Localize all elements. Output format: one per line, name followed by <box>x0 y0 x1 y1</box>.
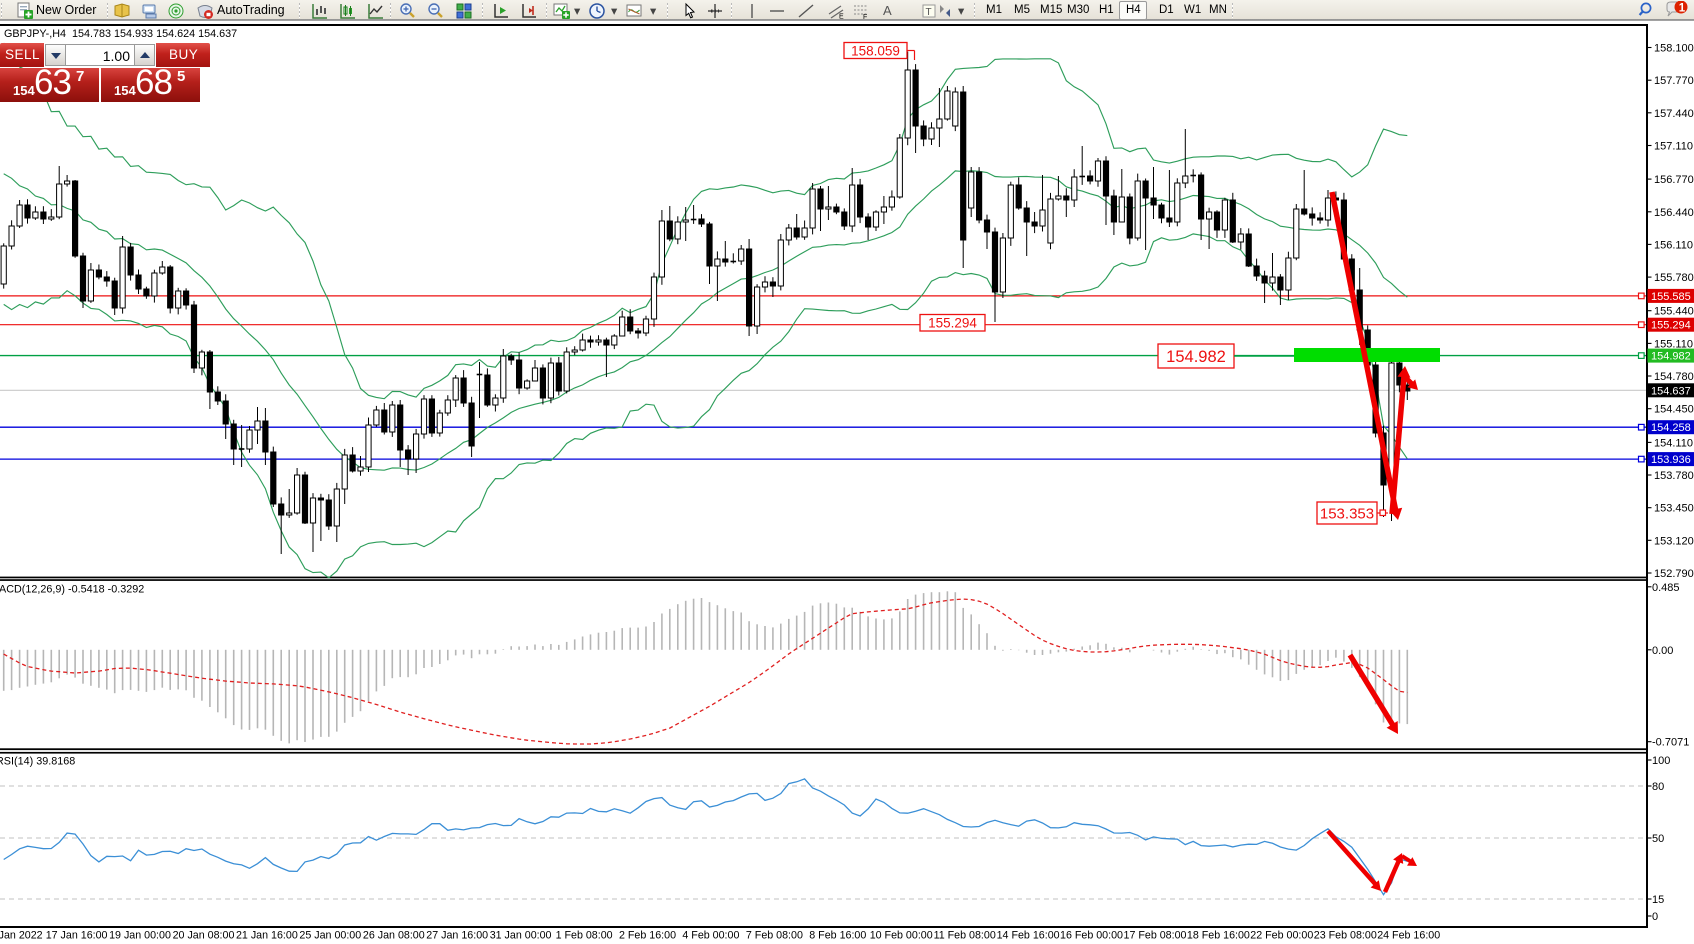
svg-text:2 Feb 16:00: 2 Feb 16:00 <box>619 930 676 942</box>
svg-text:25 Jan 00:00: 25 Jan 00:00 <box>299 930 361 942</box>
svg-text:156.110: 156.110 <box>1654 239 1693 251</box>
svg-text:154.982: 154.982 <box>1166 348 1226 366</box>
svg-text:14 Feb 16:00: 14 Feb 16:00 <box>997 930 1060 942</box>
svg-text:17 Feb 08:00: 17 Feb 08:00 <box>1124 930 1187 942</box>
svg-text:155.294: 155.294 <box>1651 320 1691 332</box>
svg-text:158.059: 158.059 <box>851 43 900 58</box>
svg-text:RSI(14) 39.8168: RSI(14) 39.8168 <box>0 756 75 768</box>
svg-text:18 Feb 16:00: 18 Feb 16:00 <box>1187 930 1250 942</box>
svg-text:154.258: 154.258 <box>1651 422 1691 434</box>
svg-text:153.353: 153.353 <box>1320 505 1374 522</box>
svg-text:10 Feb 00:00: 10 Feb 00:00 <box>870 930 933 942</box>
svg-text:MACD(12,26,9) -0.5418 -0.3292: MACD(12,26,9) -0.5418 -0.3292 <box>0 584 144 596</box>
svg-text:20 Jan 08:00: 20 Jan 08:00 <box>173 930 235 942</box>
svg-text:155.294: 155.294 <box>928 316 977 331</box>
svg-text:154.110: 154.110 <box>1654 437 1693 449</box>
svg-text:24 Feb 16:00: 24 Feb 16:00 <box>1377 930 1440 942</box>
svg-text:158.100: 158.100 <box>1654 43 1694 55</box>
svg-text:15: 15 <box>1652 894 1664 906</box>
svg-text:155.440: 155.440 <box>1654 306 1694 318</box>
svg-text:0.485: 0.485 <box>1652 582 1680 594</box>
svg-text:4 Feb 00:00: 4 Feb 00:00 <box>682 930 739 942</box>
svg-text:21 Jan 16:00: 21 Jan 16:00 <box>236 930 298 942</box>
svg-text:154.982: 154.982 <box>1651 351 1691 363</box>
svg-text:1 Feb 08:00: 1 Feb 08:00 <box>556 930 613 942</box>
svg-text:7 Feb 08:00: 7 Feb 08:00 <box>746 930 803 942</box>
svg-text:100: 100 <box>1652 755 1670 767</box>
svg-text:0.00: 0.00 <box>1652 645 1673 657</box>
svg-text:-0.7071: -0.7071 <box>1652 737 1689 749</box>
svg-text:22 Feb 00:00: 22 Feb 00:00 <box>1250 930 1313 942</box>
svg-text:11 Feb 08:00: 11 Feb 08:00 <box>934 930 996 942</box>
svg-text:157.770: 157.770 <box>1654 75 1694 87</box>
svg-text:F: F <box>863 14 867 20</box>
svg-text:26 Jan 08:00: 26 Jan 08:00 <box>363 930 425 942</box>
svg-text:154.637: 154.637 <box>1651 385 1691 397</box>
svg-text:153.780: 153.780 <box>1654 470 1694 482</box>
svg-text:E: E <box>839 14 844 21</box>
svg-text:157.110: 157.110 <box>1654 141 1693 153</box>
svg-text:156.770: 156.770 <box>1654 174 1694 186</box>
svg-text:23 Feb 08:00: 23 Feb 08:00 <box>1314 930 1377 942</box>
svg-text:153.120: 153.120 <box>1654 535 1694 547</box>
svg-text:80: 80 <box>1652 781 1664 793</box>
svg-text:153.450: 153.450 <box>1654 503 1694 515</box>
svg-text:154.780: 154.780 <box>1654 371 1694 383</box>
svg-text:27 Jan 16:00: 27 Jan 16:00 <box>426 930 488 942</box>
svg-text:155.780: 155.780 <box>1654 272 1694 284</box>
svg-text:157.440: 157.440 <box>1654 108 1694 120</box>
svg-text:T: T <box>926 7 932 18</box>
svg-text:154.450: 154.450 <box>1654 404 1694 416</box>
svg-text:17 Jan 16:00: 17 Jan 16:00 <box>46 930 108 942</box>
svg-text:0: 0 <box>1652 911 1658 923</box>
svg-text:155.585: 155.585 <box>1651 291 1691 303</box>
svg-text:156.440: 156.440 <box>1654 207 1694 219</box>
svg-text:153.936: 153.936 <box>1651 454 1691 466</box>
svg-text:8 Feb 16:00: 8 Feb 16:00 <box>809 930 866 942</box>
svg-text:14 Jan 2022: 14 Jan 2022 <box>0 930 43 942</box>
svg-text:50: 50 <box>1652 833 1664 845</box>
svg-text:GBPJPY-,H4 154.783 154.933 15: GBPJPY-,H4 154.783 154.933 154.624 154.6… <box>4 28 237 40</box>
svg-text:155.110: 155.110 <box>1654 338 1693 350</box>
svg-text:152.790: 152.790 <box>1654 568 1694 580</box>
svg-text:19 Jan 00:00: 19 Jan 00:00 <box>109 930 171 942</box>
svg-text:1: 1 <box>1679 3 1686 15</box>
svg-text:31 Jan 00:00: 31 Jan 00:00 <box>490 930 552 942</box>
svg-text:16 Feb 00:00: 16 Feb 00:00 <box>1060 930 1123 942</box>
